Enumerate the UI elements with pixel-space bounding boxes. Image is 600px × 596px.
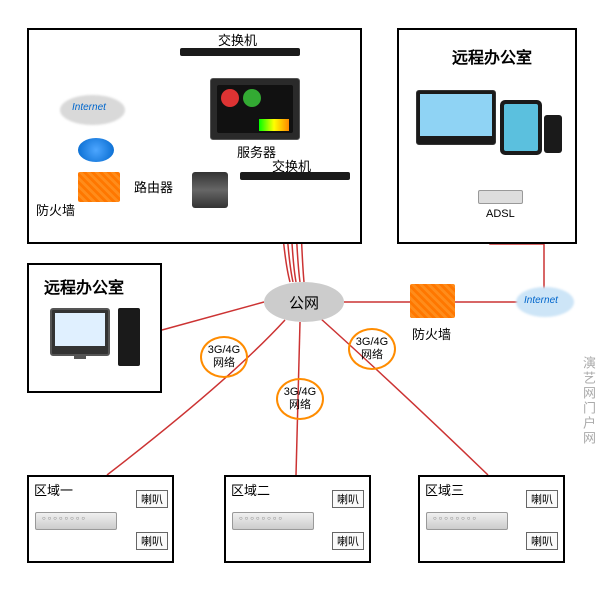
remote-pc-monitor bbox=[50, 308, 110, 356]
switch-top bbox=[180, 48, 300, 56]
zone-2-speaker-1: 喇叭 bbox=[332, 490, 364, 508]
internet-left-label: Internet bbox=[72, 102, 106, 113]
zone-1-amp bbox=[35, 512, 117, 530]
firewall-right bbox=[410, 284, 455, 318]
zone-2-speaker-2: 喇叭 bbox=[332, 532, 364, 550]
adsl-label: ADSL bbox=[486, 208, 515, 220]
network-3g4g-3: 3G/4G网络 bbox=[348, 328, 396, 370]
remote-tablet bbox=[500, 100, 542, 155]
internet-right-label: Internet bbox=[524, 295, 558, 306]
zone-2-title: 区域二 bbox=[229, 480, 272, 499]
router-device bbox=[78, 138, 114, 162]
pubnet-label: 公网 bbox=[289, 292, 319, 313]
firewall-right-label: 防火墙 bbox=[412, 324, 451, 343]
zone-1-speaker-2: 喇叭 bbox=[136, 532, 168, 550]
zone-3-speaker-1: 喇叭 bbox=[526, 490, 558, 508]
firewall-left-label: 防火墙 bbox=[36, 200, 75, 219]
remote-left-title: 远程办公室 bbox=[44, 274, 124, 298]
firewall-left bbox=[78, 172, 120, 202]
main-datacenter-box bbox=[27, 28, 362, 244]
zone-1-title: 区域一 bbox=[32, 480, 75, 499]
main-server bbox=[210, 78, 300, 140]
remote-phone bbox=[544, 115, 562, 153]
zone-3-speaker-2: 喇叭 bbox=[526, 532, 558, 550]
server-label: 服务器 bbox=[237, 142, 276, 161]
router-label: 路由器 bbox=[134, 177, 173, 196]
zone-1-speaker-1: 喇叭 bbox=[136, 490, 168, 508]
switch1-label: 交换机 bbox=[218, 30, 257, 49]
switch2-label: 交换机 bbox=[272, 156, 311, 175]
network-3g4g-1: 3G/4G网络 bbox=[200, 336, 248, 378]
watermark-text: 演艺网门户网 bbox=[579, 356, 598, 446]
remote-pc-tower bbox=[118, 308, 140, 366]
zone-2-amp bbox=[232, 512, 314, 530]
network-3g4g-2: 3G/4G网络 bbox=[276, 378, 324, 420]
public-network-node: 公网 bbox=[264, 282, 344, 322]
remote-laptop bbox=[416, 90, 496, 145]
adsl-modem bbox=[478, 190, 523, 204]
zone-3-amp bbox=[426, 512, 508, 530]
zone-3-title: 区域三 bbox=[423, 480, 466, 499]
remote-top-title: 远程办公室 bbox=[452, 44, 532, 68]
server-storage bbox=[192, 172, 228, 208]
